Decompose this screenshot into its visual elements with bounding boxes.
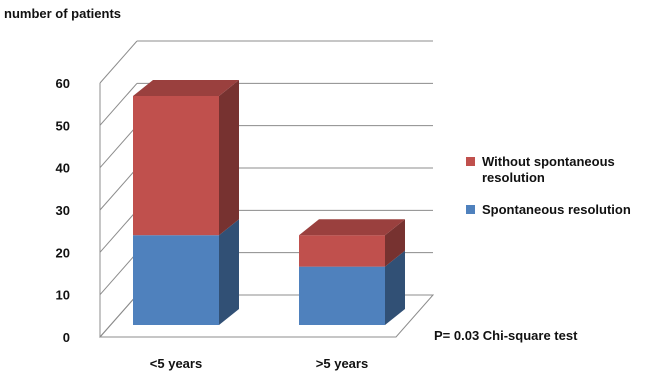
gridline-side bbox=[99, 40, 138, 84]
gridline-side bbox=[99, 252, 138, 295]
gridline-side bbox=[99, 83, 138, 126]
x-tick-label: <5 years bbox=[150, 356, 202, 371]
y-tick-label: 0 bbox=[63, 330, 70, 345]
legend: Without spontaneous resolution Spontaneo… bbox=[466, 154, 646, 234]
y-tick-label: 30 bbox=[56, 203, 70, 218]
floor bbox=[98, 294, 435, 338]
y-tick-label: 60 bbox=[56, 76, 70, 91]
bar-front bbox=[299, 266, 385, 325]
x-tick-label: >5 years bbox=[316, 356, 368, 371]
bar-side bbox=[219, 219, 239, 325]
bar-front bbox=[133, 235, 219, 325]
legend-item-without-resolution: Without spontaneous resolution bbox=[466, 154, 646, 186]
legend-item-spontaneous-resolution: Spontaneous resolution bbox=[466, 202, 646, 218]
legend-label-spontaneous-resolution: Spontaneous resolution bbox=[482, 202, 631, 217]
legend-swatch-blue bbox=[466, 205, 475, 214]
gridline-side bbox=[99, 210, 138, 253]
legend-swatch-red bbox=[466, 157, 475, 166]
legend-label-without-resolution: Without spontaneous resolution bbox=[482, 154, 615, 185]
bar-front bbox=[133, 96, 219, 236]
y-tick-label: 10 bbox=[56, 288, 70, 303]
bar-top bbox=[133, 80, 239, 96]
bar-side bbox=[385, 219, 405, 267]
gridline-side bbox=[99, 167, 138, 211]
bar-side bbox=[219, 80, 239, 236]
bar-side bbox=[385, 250, 405, 325]
y-axis-label: number of patients bbox=[4, 6, 122, 21]
y-tick-label: 20 bbox=[56, 245, 70, 260]
gridline-side bbox=[99, 125, 138, 168]
y-tick-label: 40 bbox=[56, 161, 70, 176]
y-tick-label: 50 bbox=[56, 118, 70, 133]
bar-front bbox=[299, 235, 385, 267]
statistical-test-note: P= 0.03 Chi-square test bbox=[434, 328, 578, 343]
bar-top bbox=[299, 219, 405, 236]
